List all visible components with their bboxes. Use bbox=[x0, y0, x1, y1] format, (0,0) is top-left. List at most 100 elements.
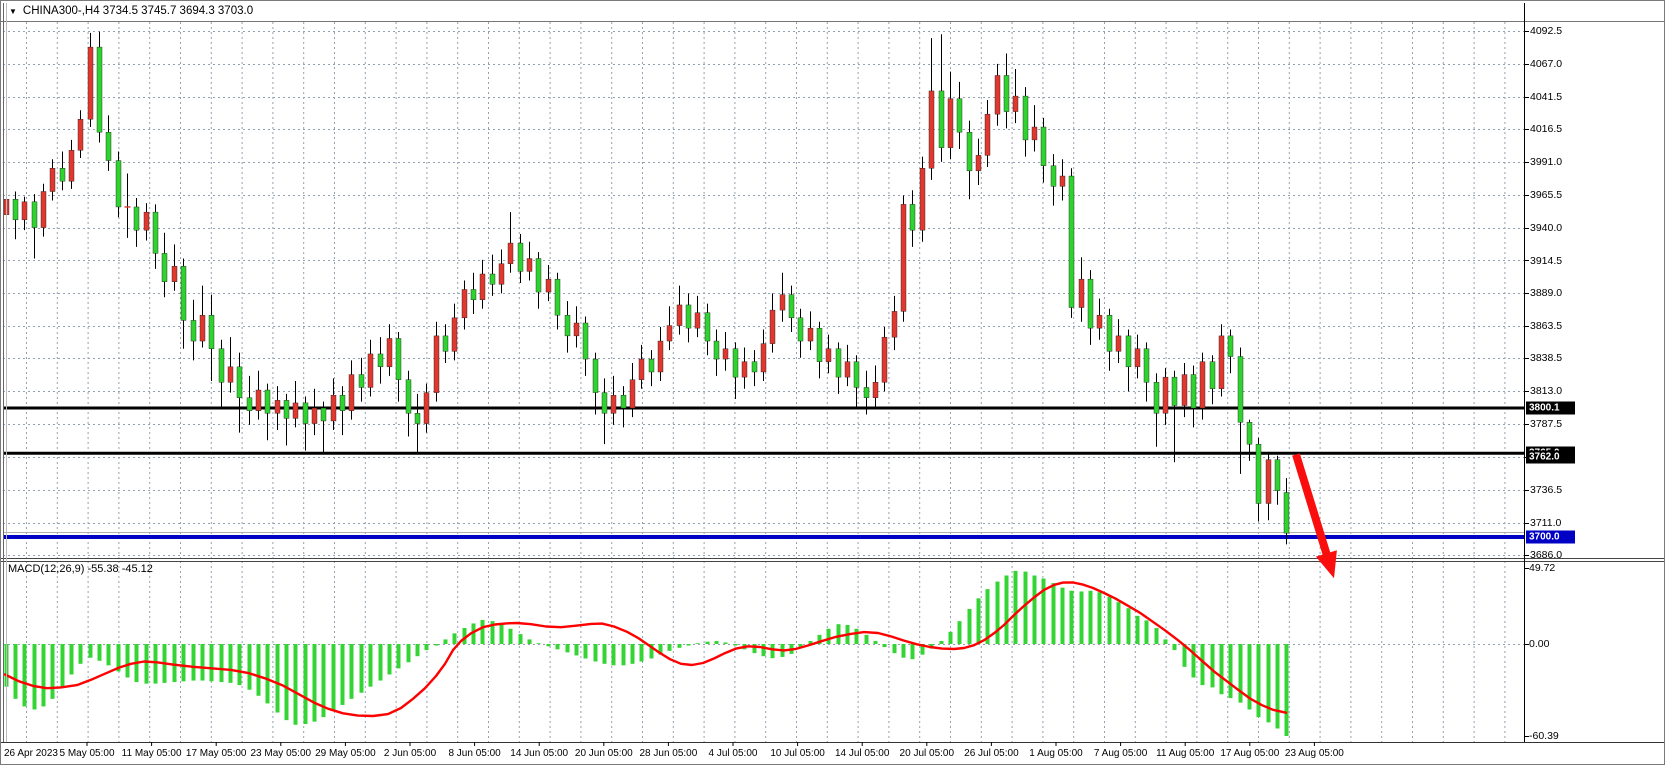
candle-body bbox=[1106, 315, 1113, 352]
candle-body bbox=[564, 315, 571, 337]
candle-body bbox=[629, 379, 636, 409]
macd-axis-label: 0.00 bbox=[1529, 638, 1550, 650]
candle-body bbox=[760, 343, 767, 373]
candle-body bbox=[87, 46, 94, 120]
candle-body bbox=[835, 348, 842, 378]
candle-body bbox=[1003, 75, 1010, 112]
price-axis-label: 3863.5 bbox=[1530, 320, 1563, 333]
candle-body bbox=[573, 322, 580, 337]
candle-body bbox=[31, 201, 38, 228]
candle-body bbox=[49, 168, 56, 192]
candle-body bbox=[825, 348, 832, 362]
candle-body bbox=[1134, 348, 1141, 368]
candle-body bbox=[1190, 374, 1197, 409]
horizontal-level-lines[interactable] bbox=[3, 406, 1524, 539]
candle-body bbox=[891, 311, 898, 338]
candle-body bbox=[526, 258, 533, 272]
candle-body bbox=[507, 242, 514, 264]
candle-body bbox=[274, 400, 281, 414]
candle-body bbox=[377, 353, 384, 368]
candle-body bbox=[339, 394, 346, 411]
candle-body bbox=[1087, 278, 1094, 329]
candle-body bbox=[704, 312, 711, 342]
candle-body bbox=[152, 211, 159, 254]
time-axis-label: 17 Aug 05:00 bbox=[1220, 748, 1280, 759]
candle-body bbox=[582, 322, 589, 360]
candle-body bbox=[592, 358, 599, 393]
macd-signal-line bbox=[3, 581, 1288, 718]
candle-body bbox=[657, 340, 664, 373]
candle-body bbox=[1218, 335, 1225, 389]
candle-body bbox=[1059, 175, 1066, 187]
price-level-badge: 3762.0 bbox=[1526, 450, 1575, 464]
candle-body bbox=[283, 400, 290, 419]
candle-body bbox=[433, 335, 440, 393]
candle-body bbox=[479, 273, 486, 300]
candle-body bbox=[554, 278, 561, 316]
price-axis-label: 4092.5 bbox=[1530, 25, 1563, 37]
candle-body bbox=[218, 348, 225, 383]
candle-body bbox=[1153, 382, 1160, 414]
candle-body bbox=[779, 294, 786, 311]
symbol-dropdown-icon[interactable]: ▼ bbox=[9, 6, 17, 16]
candle-body bbox=[947, 98, 954, 148]
price-axis-label: 3965.5 bbox=[1530, 188, 1563, 201]
macd-indicator-label: MACD(12,26,9) -55.38 -45.12 bbox=[8, 563, 153, 575]
candle-body bbox=[863, 387, 870, 398]
candle-body bbox=[713, 340, 720, 360]
candle-body bbox=[816, 327, 823, 362]
time-axis-label: 1 Aug 05:00 bbox=[1029, 748, 1083, 759]
candle-body bbox=[722, 348, 729, 360]
trend-arrow-annotation[interactable] bbox=[1292, 453, 1337, 579]
price-level-badge: 3700.0 bbox=[1526, 530, 1575, 544]
candle-body bbox=[938, 90, 945, 148]
candle-body bbox=[161, 253, 168, 282]
price-axis-label: 4041.5 bbox=[1530, 90, 1563, 103]
candle-body bbox=[320, 407, 327, 422]
candle-body bbox=[302, 402, 309, 424]
candle-body bbox=[610, 394, 617, 414]
candle-body bbox=[330, 394, 337, 422]
time-axis-label: 11 Aug 05:00 bbox=[1156, 748, 1215, 759]
candle-body bbox=[676, 304, 683, 326]
candle-body bbox=[601, 392, 608, 414]
candle-body bbox=[994, 75, 1001, 115]
candle-body bbox=[638, 358, 645, 380]
time-axis-label: 7 Aug 05:00 bbox=[1093, 748, 1148, 759]
candle-body bbox=[77, 119, 84, 151]
time-axis-label: 17 May 05:00 bbox=[185, 748, 247, 759]
candle-body bbox=[180, 266, 187, 321]
price-level-badge: 3800.1 bbox=[1526, 401, 1575, 415]
candle-body bbox=[741, 361, 748, 378]
time-axis-label: 28 Jun 05:00 bbox=[639, 748, 698, 759]
candle-body bbox=[358, 374, 365, 388]
time-axis-label: 20 Jun 05:00 bbox=[574, 748, 633, 759]
candle-body bbox=[853, 361, 860, 388]
candle-body bbox=[405, 379, 412, 414]
price-axis-label: 3711.0 bbox=[1530, 516, 1562, 529]
candle-body bbox=[423, 392, 430, 424]
price-axis-label: 4067.0 bbox=[1530, 57, 1563, 70]
candle-body bbox=[1012, 95, 1019, 112]
time-axis-label: 2 Jun 05:00 bbox=[383, 748, 437, 759]
candle-body bbox=[208, 315, 215, 349]
candle-body bbox=[966, 131, 973, 172]
macd-axis-label: -60.39 bbox=[1529, 730, 1559, 742]
candle-body bbox=[909, 204, 916, 231]
candle-body bbox=[105, 131, 112, 161]
time-axis-label: 4 Jul 05:00 bbox=[708, 748, 758, 759]
candle-body bbox=[348, 374, 355, 411]
candle-body bbox=[807, 327, 814, 342]
symbol-ohlc-title: CHINA300-,H4 3734.5 3745.7 3694.3 3703.0 bbox=[22, 5, 254, 17]
candle-body bbox=[694, 312, 701, 329]
time-axis-label: 10 Jul 05:00 bbox=[770, 748, 825, 759]
candle-body bbox=[442, 335, 449, 352]
time-axis-label: 14 Jun 05:00 bbox=[510, 748, 569, 759]
price-axis-label: 3787.5 bbox=[1530, 418, 1563, 431]
time-axis-label: 8 Jun 05:00 bbox=[448, 748, 501, 759]
candle-body bbox=[1115, 335, 1122, 352]
candle-body bbox=[461, 289, 468, 319]
candle-body bbox=[190, 320, 197, 342]
